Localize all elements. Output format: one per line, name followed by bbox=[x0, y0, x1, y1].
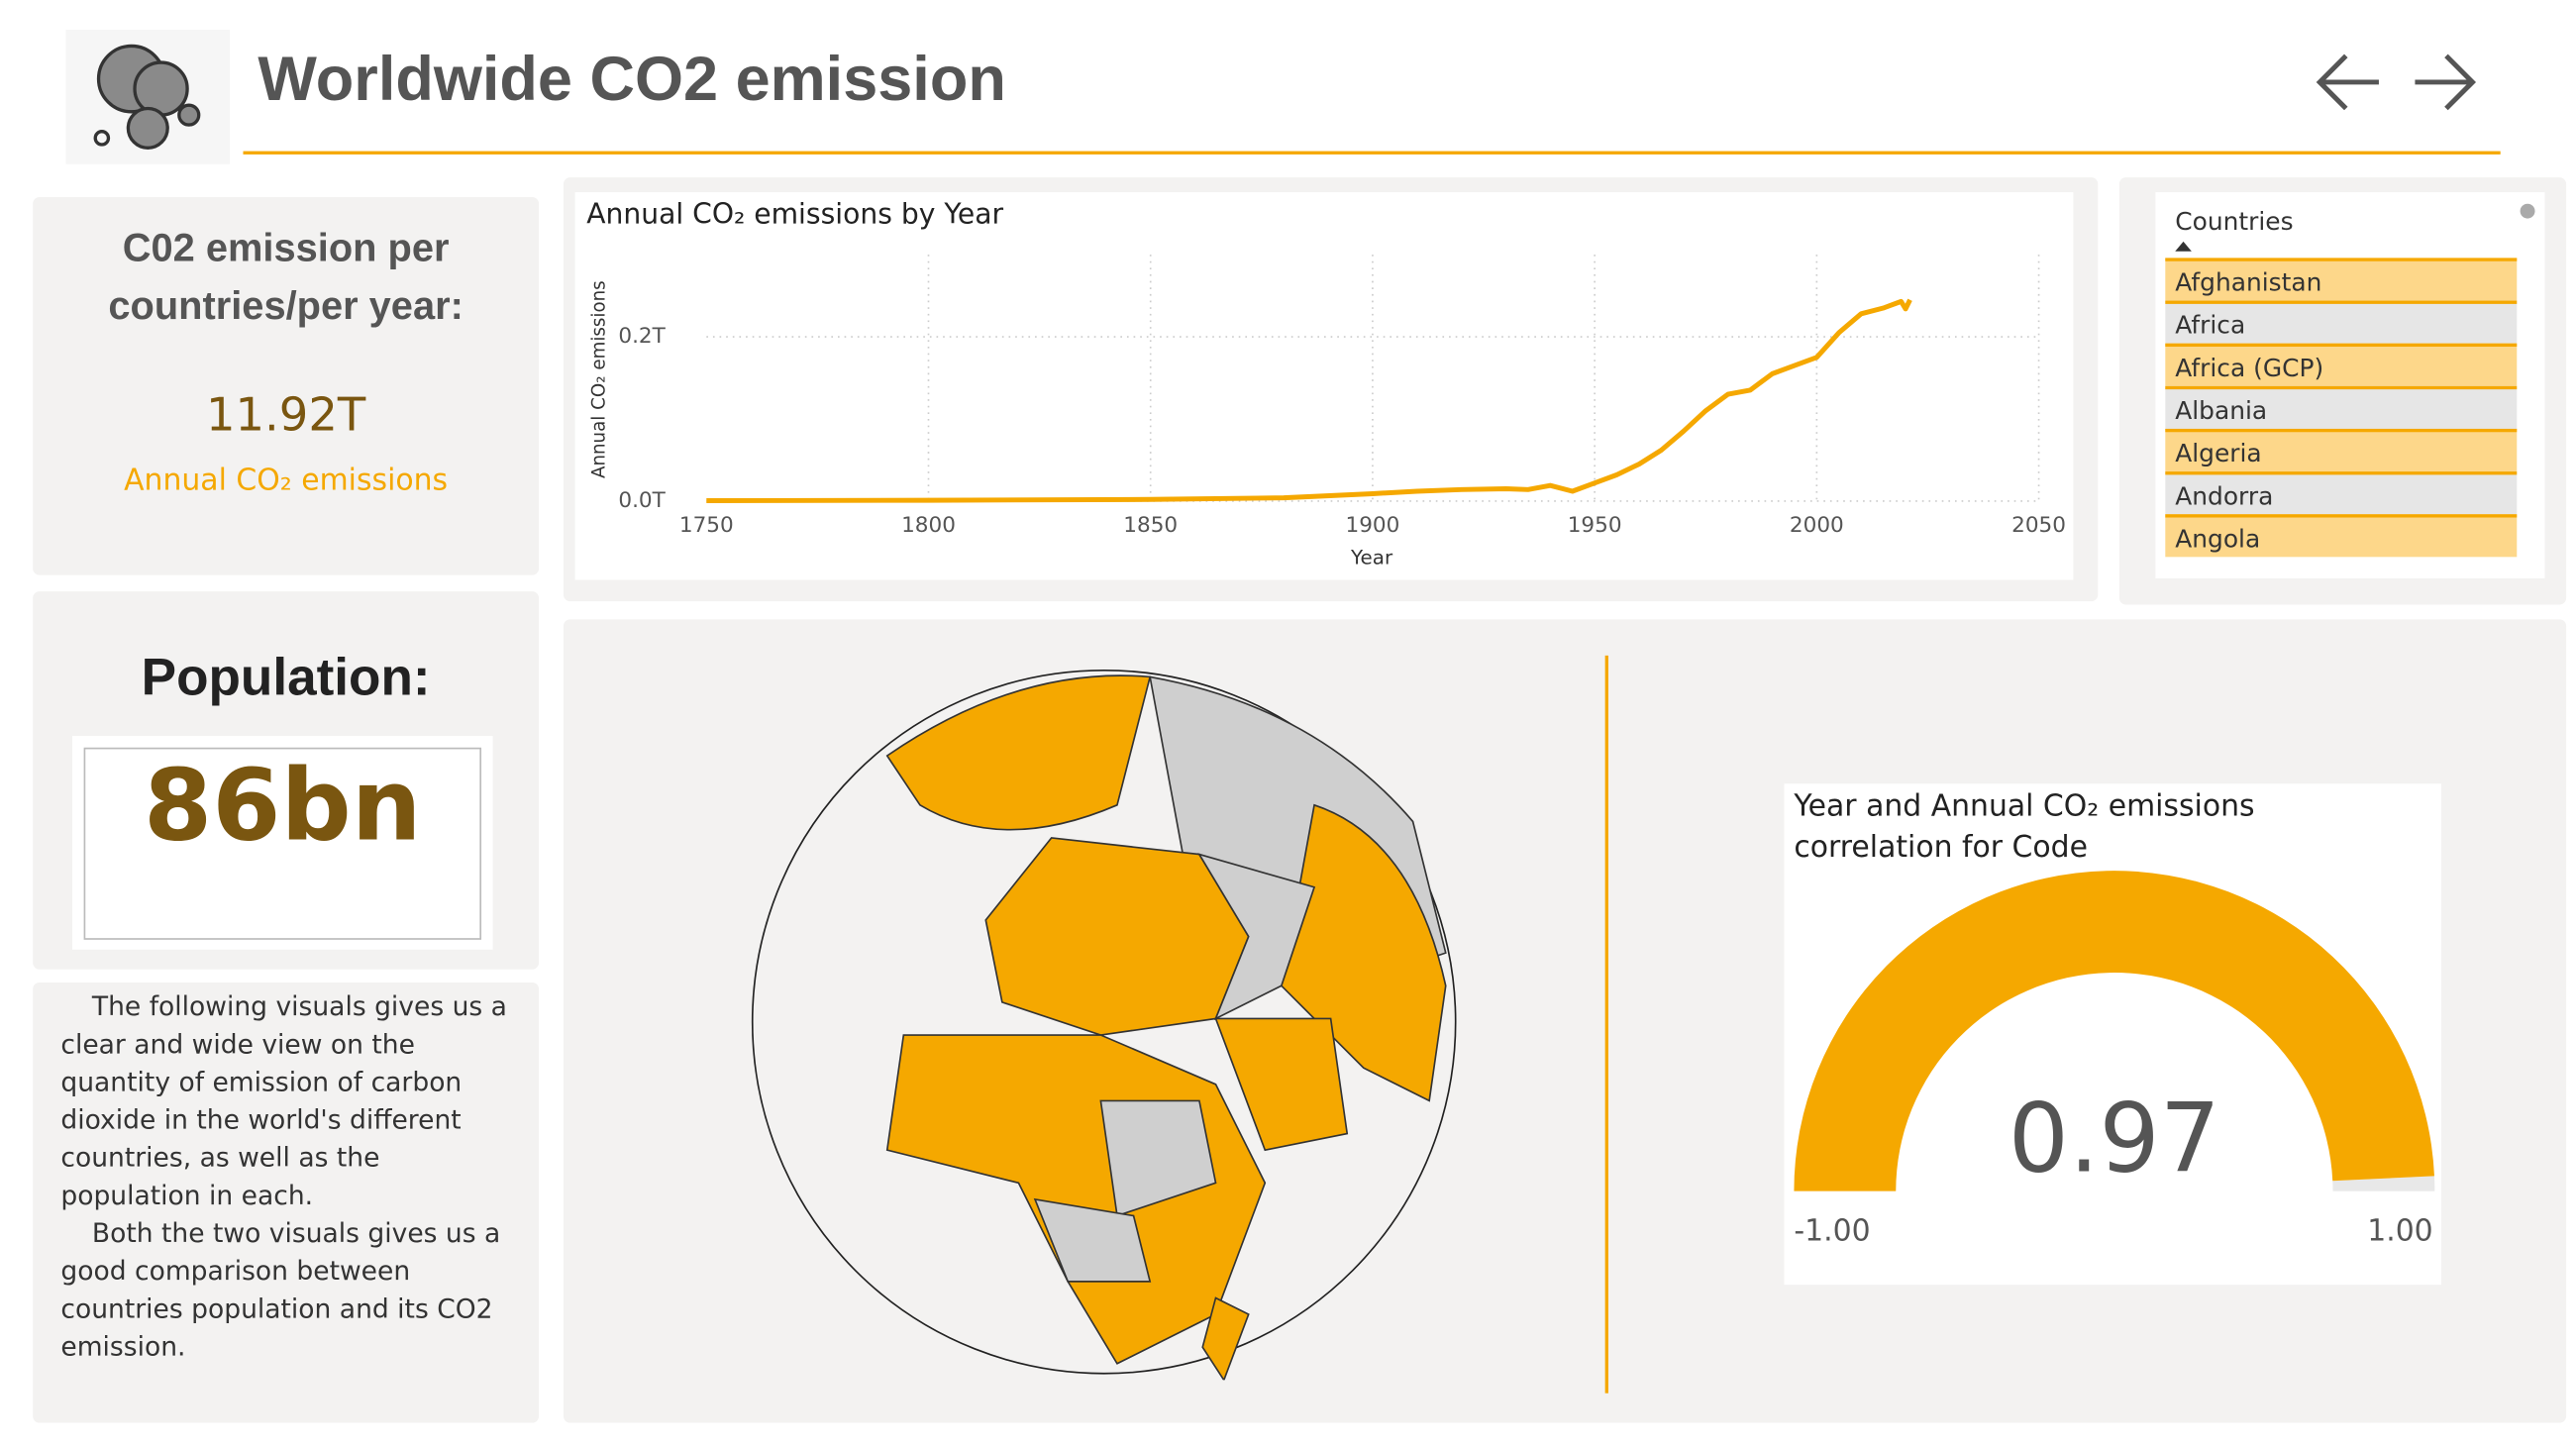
paragraph: Both the two visuals gives us a good com… bbox=[60, 1217, 501, 1363]
slicer-list: Afghanistan Africa Africa (GCP) Albania Alge… bbox=[2165, 258, 2518, 558]
kpi-label: Annual CO₂ emissions bbox=[124, 463, 449, 498]
slicer-item[interactable]: Algeria bbox=[2165, 428, 2518, 472]
gauge-max: 1.00 bbox=[2367, 1214, 2432, 1249]
x-axis-label: Year bbox=[1350, 546, 1393, 569]
globe-map bbox=[751, 669, 1457, 1381]
forward-button[interactable] bbox=[2415, 53, 2477, 111]
co2-icon bbox=[65, 29, 231, 164]
y-axis-label: Annual CO₂ emissions bbox=[588, 280, 609, 478]
back-button[interactable] bbox=[2316, 53, 2379, 111]
slicer: Countries Afghanistan Africa Africa (GCP) A… bbox=[2155, 192, 2545, 578]
slicer-item[interactable]: Africa bbox=[2165, 300, 2518, 344]
x-tick-label: 1950 bbox=[1568, 513, 1622, 538]
x-tick-label: 1800 bbox=[901, 513, 956, 538]
line-series bbox=[706, 298, 1912, 504]
scroll-thumb[interactable] bbox=[2520, 203, 2535, 219]
gauge-min: -1.00 bbox=[1794, 1214, 1870, 1249]
slicer-title: Countries bbox=[2175, 207, 2294, 237]
description-card: The following visuals gives us a clear a… bbox=[33, 982, 540, 1423]
sort-icon[interactable] bbox=[2175, 241, 2192, 252]
page-title: Worldwide CO2 emission bbox=[258, 46, 1006, 116]
slicer-item[interactable]: Andorra bbox=[2165, 471, 2518, 515]
kpi-title: C02 emission per countries/per year: bbox=[108, 226, 464, 329]
slicer-item[interactable]: Afghanistan bbox=[2165, 258, 2518, 301]
population-title: Population: bbox=[141, 647, 431, 707]
x-tick-label: 1850 bbox=[1123, 513, 1178, 538]
gauge-chart: Year and Annual CO₂ emissions correlation… bbox=[1784, 783, 2441, 1286]
chart-title: Annual CO₂ emissions by Year bbox=[586, 197, 1003, 230]
x-tick-label: 2000 bbox=[1790, 513, 1844, 538]
slicer-item[interactable]: Africa (GCP) bbox=[2165, 343, 2518, 386]
y-tick-label: 0.2T bbox=[618, 324, 666, 349]
gauge-track bbox=[2332, 1176, 2435, 1191]
gauge-fill bbox=[1794, 871, 2434, 1191]
y-tick-label: 0.0T bbox=[618, 488, 666, 513]
population-box: 86bn bbox=[71, 736, 493, 950]
x-tick-label: 2050 bbox=[2011, 513, 2066, 538]
kpi-card: C02 emission per countries/per year: 11.… bbox=[33, 197, 540, 575]
x-tick-label: 1900 bbox=[1346, 513, 1400, 538]
description: The following visuals gives us a clear a… bbox=[60, 987, 517, 1366]
divider bbox=[1604, 655, 1608, 1394]
slicer-item[interactable]: Angola bbox=[2165, 514, 2518, 558]
paragraph: The following visuals gives us a clear a… bbox=[60, 990, 507, 1211]
population-card: Population: 86bn bbox=[33, 591, 540, 970]
gauge-value: 0.97 bbox=[2009, 1084, 2220, 1194]
line-chart: Annual CO₂ emissions by Year Year Annual… bbox=[574, 192, 2074, 580]
title-underline bbox=[243, 151, 2501, 155]
nav-arrows bbox=[2316, 53, 2477, 111]
x-tick-label: 1750 bbox=[679, 513, 734, 538]
gauge-title: Year and Annual CO₂ emissions correlation… bbox=[1793, 788, 2254, 864]
population-value: 86bn bbox=[83, 747, 482, 940]
slicer-item[interactable]: Albania bbox=[2165, 385, 2518, 429]
kpi-value: 11.92T bbox=[205, 387, 366, 443]
